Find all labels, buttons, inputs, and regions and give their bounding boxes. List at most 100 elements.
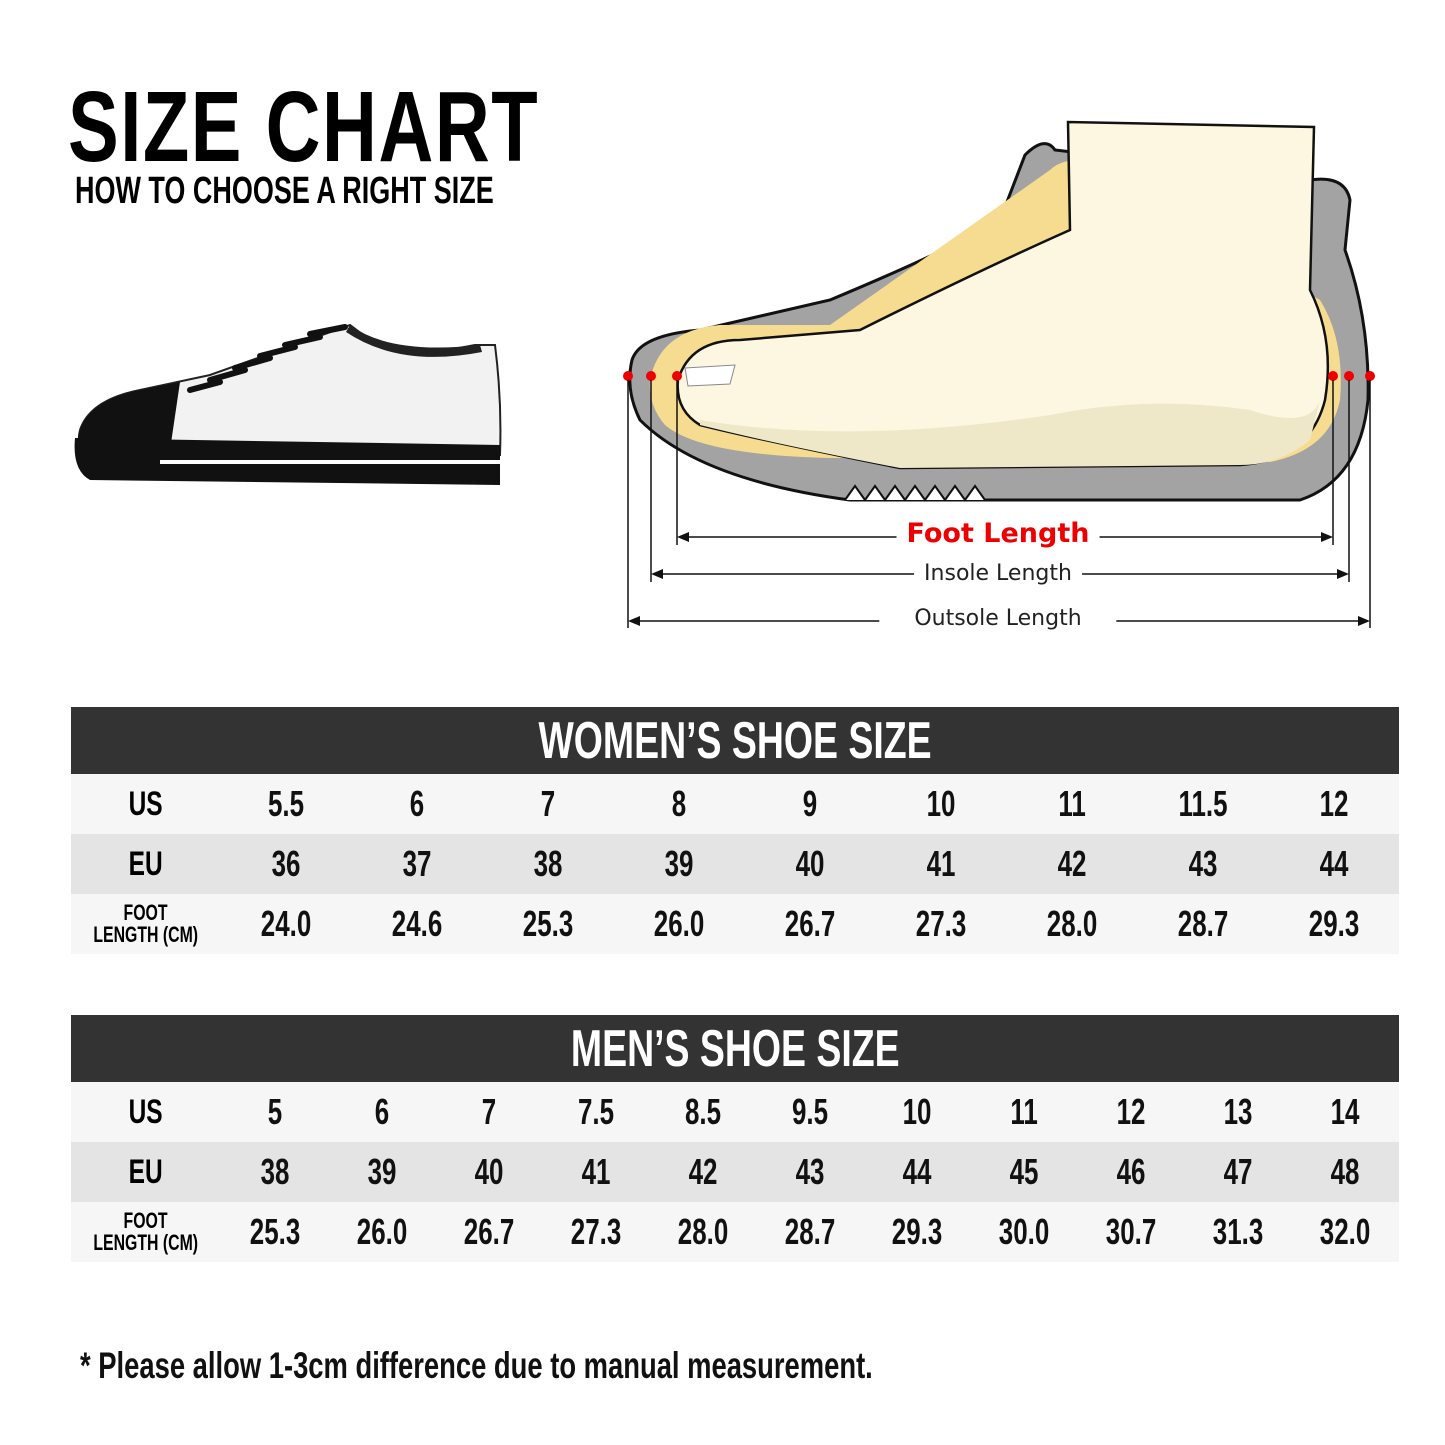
row-label-text: EU (128, 844, 163, 883)
cell-value: 28.7 (784, 1211, 836, 1252)
table-cell: 37 (352, 843, 483, 885)
cell-value: 26.0 (653, 903, 705, 944)
table-cell: 14 (1292, 1091, 1399, 1133)
cell-value: 12 (1116, 1091, 1146, 1132)
foot-measurement-diagram: Foot Length Insole Length Outsole Length (0, 0, 1445, 660)
table-cell: 47 (1185, 1151, 1292, 1193)
foot-length-label: Foot Length (896, 518, 1100, 549)
table-cell: 40 (435, 1151, 542, 1193)
table-cell: 10 (864, 1091, 971, 1133)
mens-table-header: MEN’S SHOE SIZE (71, 1015, 1399, 1082)
cell-value: 7 (481, 1091, 496, 1132)
table-cell: 25.3 (221, 1211, 328, 1253)
cell-value: 13 (1223, 1091, 1253, 1132)
cell-value: 38 (533, 843, 563, 884)
cell-value: 6 (410, 783, 425, 824)
row-label-text: EU (128, 1152, 163, 1191)
table-row: EU 38 39 40 41 42 43 44 45 46 47 48 (71, 1142, 1399, 1202)
table-cell: 44 (864, 1151, 971, 1193)
table-cell: 32.0 (1292, 1211, 1399, 1253)
cell-value: 5.5 (268, 783, 305, 824)
cell-value: 24.0 (261, 903, 312, 944)
table-cell: 7.5 (542, 1091, 649, 1133)
cell-value: 10 (926, 783, 956, 824)
table-cell: 5.5 (221, 783, 352, 825)
cell-value: 40 (474, 1151, 504, 1192)
table-cell: 11 (971, 1091, 1078, 1133)
cell-value: 48 (1331, 1151, 1360, 1192)
cell-value: 26.0 (356, 1211, 407, 1252)
womens-size-table: WOMEN’S SHOE SIZE US 5.5 6 7 8 9 10 11 11.5 12 EU 3… (71, 707, 1399, 954)
cell-value: 46 (1116, 1151, 1146, 1192)
cell-value: 37 (402, 843, 432, 884)
table-cell: 43 (756, 1151, 863, 1193)
table-cell: 26.7 (745, 903, 876, 945)
mens-size-table: MEN’S SHOE SIZE US 5 6 7 7.5 8.5 9.5 10 11 12 13 14… (71, 1015, 1399, 1262)
cell-value: 6 (374, 1091, 389, 1132)
table-row: EU 36 37 38 39 40 41 42 43 44 (71, 834, 1399, 894)
cell-value: 7 (540, 783, 556, 824)
table-cell: 11.5 (1137, 783, 1268, 825)
table-cell: 28.0 (1006, 903, 1137, 945)
table-cell: 11 (1006, 783, 1137, 825)
mens-table-title: MEN’S SHOE SIZE (570, 1019, 900, 1078)
cell-value: 26.7 (784, 903, 836, 944)
table-cell: 12 (1078, 1091, 1185, 1133)
cell-value: 28.0 (1046, 903, 1098, 944)
cell-value: 42 (688, 1151, 718, 1192)
cell-value: 14 (1331, 1091, 1360, 1132)
cell-value: 8.5 (684, 1091, 721, 1132)
table-cell: 10 (875, 783, 1006, 825)
cell-value: 11.5 (1178, 783, 1228, 824)
table-cell: 7 (435, 1091, 542, 1133)
row-label: US (71, 1093, 221, 1132)
row-label: EU (71, 845, 221, 884)
table-cell: 44 (1268, 843, 1399, 885)
row-label-line: LENGTH (CM) (93, 922, 199, 947)
table-cell: 39 (614, 843, 745, 885)
cell-value: 41 (581, 1151, 611, 1192)
row-label-text: US (128, 784, 163, 823)
measurement-footnote: * Please allow 1-3cm difference due to m… (80, 1345, 873, 1386)
table-cell: 38 (483, 843, 614, 885)
table-cell: 8.5 (649, 1091, 756, 1133)
cell-value: 40 (795, 843, 825, 884)
table-cell: 31.3 (1185, 1211, 1292, 1253)
cell-value: 29.3 (1308, 903, 1359, 944)
table-cell: 8 (614, 783, 745, 825)
outsole-length-label: Outsole Length (879, 606, 1117, 631)
row-label-line: FOOT (123, 1208, 168, 1233)
table-cell: 6 (352, 783, 483, 825)
table-cell: 26.7 (435, 1211, 542, 1253)
table-row: FOOT LENGTH (CM) 25.3 26.0 26.7 27.3 28.0 28.7 2… (71, 1202, 1399, 1262)
cell-value: 29.3 (891, 1211, 943, 1252)
cell-value: 9 (802, 783, 818, 824)
cell-value: 11 (1010, 1091, 1038, 1132)
table-cell: 28.7 (756, 1211, 863, 1253)
cell-value: 7.5 (577, 1091, 614, 1132)
table-cell: 13 (1185, 1091, 1292, 1133)
table-cell: 24.0 (221, 903, 352, 945)
table-cell: 43 (1137, 843, 1268, 885)
table-cell: 6 (328, 1091, 435, 1133)
cell-value: 25.3 (522, 903, 574, 944)
cell-value: 5 (267, 1091, 282, 1132)
row-label: FOOT LENGTH (CM) (71, 1210, 221, 1254)
table-cell: 5 (221, 1091, 328, 1133)
cell-value: 9.5 (791, 1091, 829, 1132)
table-cell: 28.7 (1137, 903, 1268, 945)
cell-value: 42 (1057, 843, 1087, 884)
table-cell: 36 (221, 843, 352, 885)
page-subtitle: HOW TO CHOOSE A RIGHT SIZE (75, 170, 494, 212)
table-cell: 29.3 (864, 1211, 971, 1253)
table-cell: 48 (1292, 1151, 1399, 1193)
table-cell: 30.7 (1078, 1211, 1185, 1253)
table-row: FOOT LENGTH (CM) 24.0 24.6 25.3 26.0 26.7 27.3 2… (71, 894, 1399, 954)
cell-value: 27.3 (570, 1211, 622, 1252)
foot-in-shoe-illustration (623, 120, 1375, 628)
cell-value: 11 (1058, 783, 1086, 824)
table-cell: 42 (1006, 843, 1137, 885)
row-label-text: US (128, 1092, 163, 1131)
table-row: US 5.5 6 7 8 9 10 11 11.5 12 (71, 774, 1399, 834)
table-cell: 40 (745, 843, 876, 885)
